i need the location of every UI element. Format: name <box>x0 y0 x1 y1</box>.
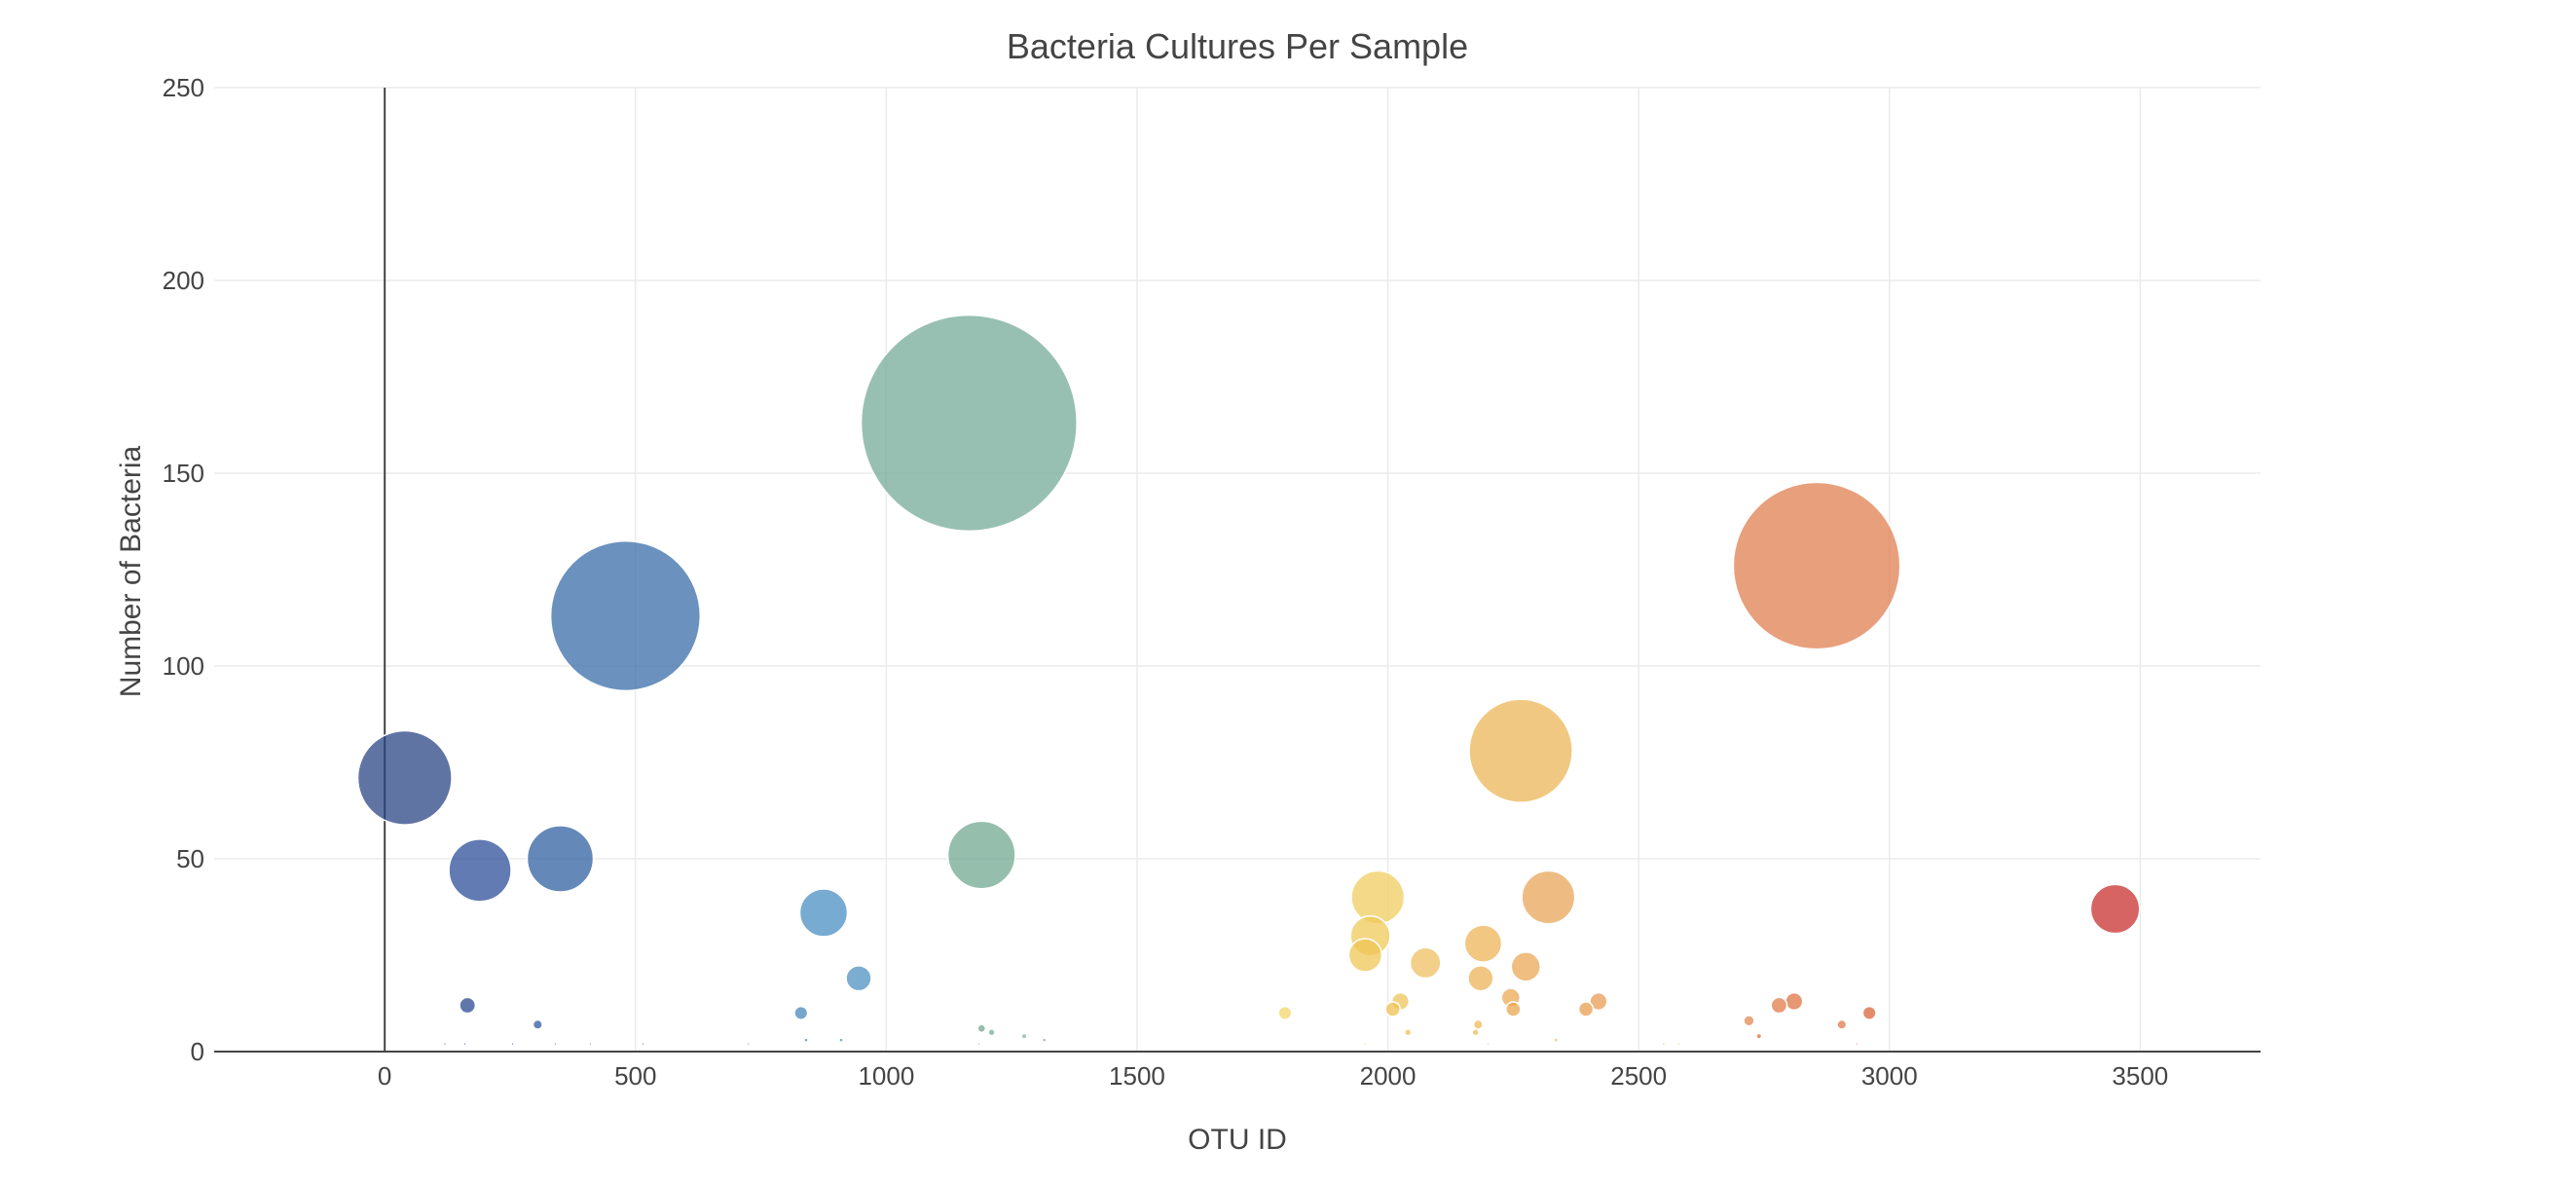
bubble-point <box>746 1041 751 1047</box>
x-tick-label: 2500 <box>1610 1061 1667 1091</box>
y-tick-label: 50 <box>176 844 204 873</box>
bubble-point <box>946 820 1016 890</box>
bubble-point <box>1472 1018 1484 1030</box>
bubble-point <box>987 1028 996 1037</box>
bubble-point <box>838 1037 844 1043</box>
y-tick-label: 250 <box>163 73 204 102</box>
bubble-point <box>845 965 872 992</box>
x-tick-label: 3000 <box>1861 1061 1918 1091</box>
bubble-point <box>459 996 477 1015</box>
bubble-point <box>976 1023 987 1034</box>
bubble-point <box>526 825 595 893</box>
bubble-point <box>1468 698 1573 803</box>
x-tick-label: 500 <box>614 1061 656 1091</box>
bubble-point <box>1510 951 1541 982</box>
bubble-point <box>1589 991 1608 1012</box>
bubble-point <box>1732 481 1901 650</box>
bubble-point <box>510 1041 515 1047</box>
bubble-point <box>1409 946 1442 980</box>
bubble-point <box>553 1041 558 1047</box>
y-axis-title: Number of Bacteria <box>115 445 147 697</box>
bubble-point <box>588 1041 593 1047</box>
bubble-point <box>1855 1041 1859 1047</box>
bubble-layer <box>356 314 2141 1047</box>
bubble-point <box>1770 996 1788 1015</box>
y-tick-label: 200 <box>163 266 204 295</box>
bubble-point <box>1463 924 1503 963</box>
y-tick-label: 0 <box>191 1037 204 1066</box>
bubble-point <box>1553 1037 1559 1043</box>
chart-title: Bacteria Cultures Per Sample <box>1007 26 1468 66</box>
bubble-point <box>1467 965 1494 992</box>
bubble-point <box>1785 991 1804 1012</box>
x-tick-label: 1500 <box>1109 1061 1165 1091</box>
bubble-point <box>1577 1001 1595 1018</box>
bubble-point <box>1363 1041 1368 1047</box>
bubble-point <box>1041 1037 1048 1043</box>
x-tick-label: 3500 <box>2112 1061 2168 1091</box>
bubble-point <box>976 1041 981 1047</box>
bubble-point <box>1836 1018 1848 1030</box>
bubble-point <box>1404 1028 1413 1037</box>
bubble-point <box>1347 938 1383 973</box>
bubble-point <box>1350 870 1406 925</box>
bubble-point <box>1676 1041 1681 1047</box>
bubble-point <box>1521 870 1576 925</box>
bubble-point <box>803 1037 809 1043</box>
bubble-point <box>793 1005 809 1020</box>
bubble-point <box>1505 1001 1522 1018</box>
x-tick-label: 2000 <box>1360 1061 1417 1091</box>
bubble-point <box>532 1018 543 1030</box>
bubble-point <box>1020 1032 1028 1040</box>
bubble-point <box>442 1041 448 1047</box>
bubble-point <box>641 1041 645 1047</box>
bubble-point <box>860 314 1078 533</box>
bubble-point <box>1743 1015 1755 1027</box>
x-tick-label: 0 <box>378 1061 391 1091</box>
bubble-point <box>798 888 849 938</box>
bubble-point <box>2089 883 2141 935</box>
bubble-point <box>1661 1041 1667 1047</box>
bubble-point <box>462 1041 467 1047</box>
bubble-point <box>356 729 453 826</box>
axis-layer: 0 500 1000 1500 2000 2500 3000 3500 0 50 100 150 200… <box>163 73 2261 1091</box>
bubble-point <box>1486 1041 1490 1047</box>
y-tick-label: 100 <box>163 651 204 681</box>
bubble-point <box>448 838 512 903</box>
bubble-point <box>1861 1005 1877 1020</box>
bubble-point <box>1277 1005 1293 1020</box>
x-tick-label: 1000 <box>858 1061 914 1091</box>
bubble-point <box>1384 1001 1401 1018</box>
bubble-point <box>1755 1032 1763 1040</box>
bubble-point <box>1471 1028 1480 1037</box>
x-axis-title: OTU ID <box>1188 1124 1287 1156</box>
grid-layer <box>214 87 2261 1052</box>
y-tick-label: 150 <box>163 459 204 488</box>
bubble-point <box>549 539 702 692</box>
